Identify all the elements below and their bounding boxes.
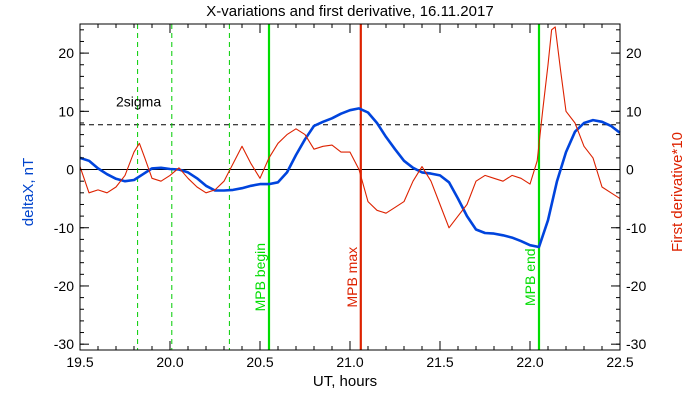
- x-tick-label: 21.0: [336, 354, 363, 370]
- x-tick-label: 20.5: [246, 354, 273, 370]
- deltax-series-line: [79, 107, 621, 249]
- x-tick-label: 22.0: [516, 354, 543, 370]
- annotation-label-3: MPB end: [522, 248, 538, 306]
- x-tick-label: 21.5: [426, 354, 453, 370]
- annotation-label-0: 2sigma: [116, 94, 161, 110]
- y-right-tick-label: 0: [626, 162, 634, 178]
- annotation-label-1: MPB begin: [252, 243, 268, 311]
- y-left-tick-label: 20: [58, 45, 74, 61]
- x-tick-label: 20.0: [156, 354, 183, 370]
- derivative-series-line: [79, 26, 621, 229]
- y-right-tick-label: 20: [626, 45, 642, 61]
- y-left-tick-label: -20: [54, 278, 74, 294]
- y-right-tick-label: 10: [626, 103, 642, 119]
- right-axis-title: First derivative*10: [669, 132, 686, 252]
- plot-layer: 19.5 20.0 20.5 21.0 21.5 22.0 22.5 20 20 10 10 0 0 -1…: [54, 23, 646, 370]
- left-axis-title: deltaX, nT: [20, 158, 37, 226]
- y-right-tick-label: -30: [626, 336, 646, 352]
- x-tick-label: 22.5: [606, 354, 633, 370]
- annotation-label-2: MPB max: [344, 247, 360, 308]
- y-right-tick-label: -10: [626, 220, 646, 236]
- y-left-tick-label: 0: [66, 162, 74, 178]
- x-tick-label: 19.5: [66, 354, 93, 370]
- x-axis-title: UT, hours: [313, 373, 377, 390]
- y-left-tick-label: -30: [54, 336, 74, 352]
- y-left-tick-label: -10: [54, 220, 74, 236]
- y-left-tick-label: 10: [58, 103, 74, 119]
- y-right-tick-label: -20: [626, 278, 646, 294]
- chart-title: X-variations and first derivative, 16.11…: [206, 3, 493, 20]
